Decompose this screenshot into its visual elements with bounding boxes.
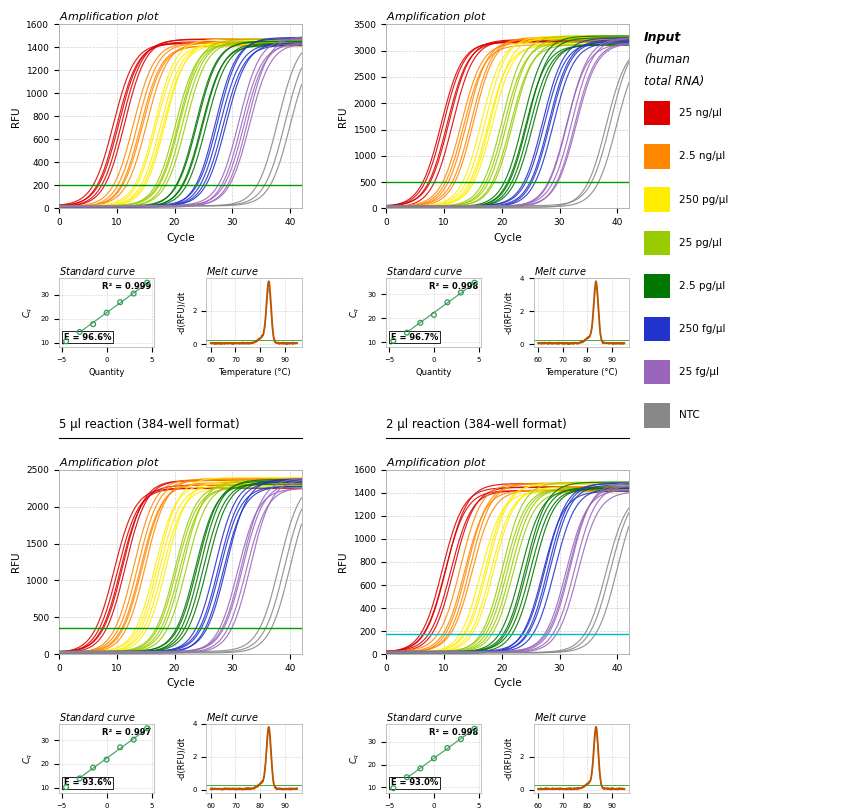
Point <box>454 286 468 299</box>
Y-axis label: -d(RFU)/dt: -d(RFU)/dt <box>505 737 514 780</box>
Point <box>113 296 127 309</box>
Y-axis label: -d(RFU)/dt: -d(RFU)/dt <box>177 291 187 334</box>
Point <box>86 761 100 774</box>
Point <box>140 276 154 289</box>
X-axis label: Cycle: Cycle <box>493 679 522 688</box>
Bar <box>644 231 669 255</box>
Text: $\it{Melt\ curve}$: $\it{Melt\ curve}$ <box>533 265 587 277</box>
Point <box>427 752 441 765</box>
Text: 5 μl reaction (384-well format): 5 μl reaction (384-well format) <box>59 418 240 431</box>
Point <box>59 335 73 348</box>
Point <box>454 733 468 746</box>
Text: $\it{Standard\ curve}$: $\it{Standard\ curve}$ <box>59 711 136 723</box>
Point <box>468 722 481 735</box>
Y-axis label: RFU: RFU <box>11 106 21 127</box>
Point <box>100 753 113 766</box>
Y-axis label: $C_q$: $C_q$ <box>349 307 362 318</box>
Text: total RNA): total RNA) <box>644 75 704 88</box>
Text: Input: Input <box>644 31 681 44</box>
Text: $\it{Standard\ curve}$: $\it{Standard\ curve}$ <box>387 711 463 723</box>
Text: $\it{Amplification\ plot}$: $\it{Amplification\ plot}$ <box>387 456 487 470</box>
Text: 250 fg/μl: 250 fg/μl <box>679 324 726 334</box>
Text: $\it{Amplification\ plot}$: $\it{Amplification\ plot}$ <box>59 11 160 24</box>
Point <box>400 771 414 784</box>
Y-axis label: RFU: RFU <box>338 552 348 572</box>
Point <box>400 326 414 339</box>
Y-axis label: RFU: RFU <box>11 552 21 572</box>
Point <box>140 722 154 735</box>
Text: E = 96.7%: E = 96.7% <box>391 332 439 341</box>
Point <box>100 307 113 320</box>
Point <box>441 742 454 755</box>
Point <box>414 316 427 329</box>
Text: 2.5 ng/μl: 2.5 ng/μl <box>679 151 726 162</box>
X-axis label: Temperature (°C): Temperature (°C) <box>545 368 618 378</box>
Text: R² = 0.998: R² = 0.998 <box>430 728 479 737</box>
X-axis label: Temperature (°C): Temperature (°C) <box>218 368 290 378</box>
Y-axis label: $C_q$: $C_q$ <box>22 307 35 318</box>
Text: E = 93.6%: E = 93.6% <box>64 778 111 787</box>
Y-axis label: -d(RFU)/dt: -d(RFU)/dt <box>177 737 187 780</box>
Point <box>427 308 441 321</box>
Point <box>414 762 427 775</box>
Point <box>73 325 86 338</box>
X-axis label: Cycle: Cycle <box>166 233 195 243</box>
X-axis label: Quantity: Quantity <box>416 368 452 378</box>
Y-axis label: $C_q$: $C_q$ <box>22 752 35 764</box>
X-axis label: Cycle: Cycle <box>493 233 522 243</box>
Text: $\it{Amplification\ plot}$: $\it{Amplification\ plot}$ <box>59 456 160 470</box>
Text: $\it{Melt\ curve}$: $\it{Melt\ curve}$ <box>533 711 587 723</box>
Text: $\it{Melt\ curve}$: $\it{Melt\ curve}$ <box>207 265 259 277</box>
Text: $\it{Melt\ curve}$: $\it{Melt\ curve}$ <box>207 711 259 723</box>
Text: $\it{Standard\ curve}$: $\it{Standard\ curve}$ <box>59 265 136 277</box>
Point <box>127 733 140 746</box>
Y-axis label: RFU: RFU <box>338 106 348 127</box>
Bar <box>644 144 669 168</box>
Bar <box>644 101 669 125</box>
Text: 2.5 pg/μl: 2.5 pg/μl <box>679 281 726 291</box>
Text: 25 pg/μl: 25 pg/μl <box>679 238 722 248</box>
Text: 2 μl reaction (384-well format): 2 μl reaction (384-well format) <box>387 418 567 431</box>
Text: 250 pg/μl: 250 pg/μl <box>679 195 729 205</box>
Text: 25 ng/μl: 25 ng/μl <box>679 108 722 118</box>
Point <box>441 296 454 309</box>
Text: $\it{Standard\ curve}$: $\it{Standard\ curve}$ <box>387 265 463 277</box>
Text: E = 93.0%: E = 93.0% <box>391 778 438 787</box>
Point <box>113 741 127 754</box>
Text: (human: (human <box>644 53 690 66</box>
Point <box>127 287 140 300</box>
Text: R² = 0.997: R² = 0.997 <box>102 728 151 737</box>
Bar <box>644 188 669 212</box>
Bar <box>644 317 669 341</box>
Point <box>468 276 481 289</box>
Point <box>387 781 400 794</box>
Text: R² = 0.999: R² = 0.999 <box>102 282 151 291</box>
Text: E = 96.6%: E = 96.6% <box>64 332 111 341</box>
Bar <box>644 273 669 299</box>
Y-axis label: $C_q$: $C_q$ <box>349 752 362 764</box>
Text: $\it{Amplification\ plot}$: $\it{Amplification\ plot}$ <box>387 11 487 24</box>
Text: R² = 0.998: R² = 0.998 <box>430 282 479 291</box>
Point <box>73 772 86 785</box>
Point <box>387 334 400 347</box>
Bar <box>644 360 669 384</box>
Text: 25 fg/μl: 25 fg/μl <box>679 367 719 377</box>
X-axis label: Quantity: Quantity <box>89 368 125 378</box>
Point <box>59 781 73 794</box>
Text: NTC: NTC <box>679 410 701 421</box>
X-axis label: Cycle: Cycle <box>166 679 195 688</box>
Bar <box>644 403 669 428</box>
Y-axis label: -d(RFU)/dt: -d(RFU)/dt <box>505 291 514 334</box>
Point <box>86 318 100 331</box>
